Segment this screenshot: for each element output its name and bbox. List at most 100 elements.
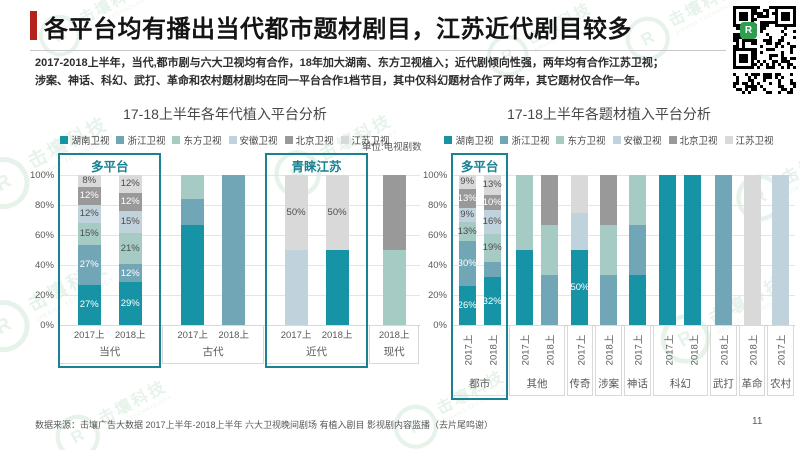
legend-item: 北京卫视 [668, 133, 718, 147]
bars-area [766, 153, 795, 325]
qr-module [736, 45, 739, 48]
group-label-box: 2017上 2018上 科幻 [652, 325, 708, 396]
x-tick-text: 2017上 [663, 334, 675, 366]
qr-module [733, 18, 736, 21]
y-axis-tick: 40% [34, 260, 54, 271]
qr-module [772, 21, 775, 24]
qr-module [784, 18, 787, 21]
bars-area [594, 153, 623, 325]
qr-module [790, 88, 793, 91]
qr-module [790, 51, 793, 54]
qr-module [751, 85, 754, 88]
x-tick-text: 2018上 [604, 334, 616, 366]
group-name-label: 当代 [99, 346, 121, 358]
qr-module [751, 57, 754, 60]
qr-module [751, 48, 754, 51]
qr-module [781, 6, 784, 9]
group-label-box: 2017上 2018上 近代 [265, 325, 368, 364]
chart-plot-era: 100% 80% 60% 40% 20% 0% 27% 27% 15% 12% 12% 8% 29% 12… [30, 153, 420, 368]
qr-module [754, 9, 757, 12]
qr-module [754, 51, 757, 54]
bar-group-科幻: 2017上 2018上 科幻 [652, 153, 709, 396]
x-tick-label: 2017上 [177, 330, 208, 341]
bar-segment [181, 199, 205, 225]
bar-segment: 27% [77, 244, 101, 285]
qr-module [775, 12, 778, 15]
year-labels: 2017上 2018上 [267, 326, 366, 342]
stacked-bar-武打-2018上 [714, 175, 732, 325]
qr-module [763, 60, 766, 63]
qr-module [766, 39, 769, 42]
qr-module [787, 91, 790, 94]
legend-item: 北京卫视 [284, 133, 334, 147]
qr-module [793, 85, 796, 88]
bar-segment [222, 175, 246, 325]
qr-module [754, 76, 757, 79]
qr-module [790, 82, 793, 85]
qr-module [733, 33, 736, 36]
bar-segment [325, 250, 349, 325]
page-number: 11 [752, 416, 763, 427]
x-tick-label: 2018上 [744, 326, 761, 374]
qr-module [760, 63, 763, 66]
page-title: 各平台均有播出当代都市题材剧目，江苏近代剧目较多 [44, 16, 632, 43]
qr-module [778, 85, 781, 88]
legend-swatch-icon [284, 136, 293, 144]
qr-module [784, 88, 787, 91]
stacked-bar-其他-2018上 [540, 175, 558, 325]
legend-swatch-icon [556, 136, 565, 144]
bar-segment [600, 275, 618, 325]
qr-module [778, 6, 781, 9]
group-name-label: 传奇 [569, 378, 591, 390]
legend-label: 江苏卫视 [735, 136, 774, 147]
x-tick-text: 2017上 [633, 334, 645, 366]
year-labels: 2018上 [596, 326, 621, 374]
group-name-label: 农村 [770, 378, 792, 390]
group-name-label: 现代 [383, 346, 405, 358]
bar-segment [714, 175, 732, 325]
stacked-bar-现代-2018上 [382, 175, 406, 325]
stacked-bar-传奇-2017上: 50% [570, 175, 590, 325]
qr-module [736, 33, 739, 36]
qr-module [742, 18, 745, 21]
qr-module [751, 63, 754, 66]
qr-module [751, 42, 754, 45]
stacked-bar-当代-2017上: 27% 27% 15% 12% 12% 8% [77, 175, 101, 325]
y-axis-tick: 20% [427, 290, 447, 301]
qr-module [751, 6, 754, 9]
bar-segment [772, 175, 790, 325]
qr-module [763, 9, 766, 12]
summary-line-2: 涉案、神话、科幻、武打、革命和农村题材剧均在同一平台合作1档节目，其中仅科幻题材… [35, 74, 647, 87]
qr-module [778, 91, 781, 94]
qr-module [766, 15, 769, 18]
x-tick-label: 2018上 [218, 330, 249, 341]
qr-module [772, 63, 775, 66]
qr-module [745, 18, 748, 21]
x-tick-text: 2018上 [545, 334, 557, 366]
qr-module [757, 73, 760, 76]
qr-module [790, 24, 793, 27]
group-name-label: 古代 [202, 346, 224, 358]
qr-module [760, 85, 763, 88]
legend-item: 浙江卫视 [116, 133, 165, 147]
group-label-box: 2018上 武打 [710, 325, 737, 396]
qr-module [793, 30, 796, 33]
qr-module [745, 15, 748, 18]
qr-module [739, 60, 742, 63]
qr-module [742, 6, 745, 9]
qr-module [760, 21, 763, 24]
qr-module [751, 82, 754, 85]
qr-module [766, 76, 769, 79]
qr-module [784, 27, 787, 30]
qr-module [787, 24, 790, 27]
qr-module [766, 48, 769, 51]
qr-module [784, 33, 787, 36]
y-axis-tick: 40% [427, 260, 447, 271]
y-axis-tick: 100% [30, 170, 55, 181]
qr-module [742, 60, 745, 63]
x-tick-label: 2018上 [684, 326, 701, 374]
chart-title-genre: 17-18上半年各题材植入平台分析 [507, 106, 711, 122]
qr-module [751, 51, 754, 54]
y-axis-tick: 20% [34, 290, 54, 301]
x-tick-text: 2017上 [575, 334, 587, 366]
